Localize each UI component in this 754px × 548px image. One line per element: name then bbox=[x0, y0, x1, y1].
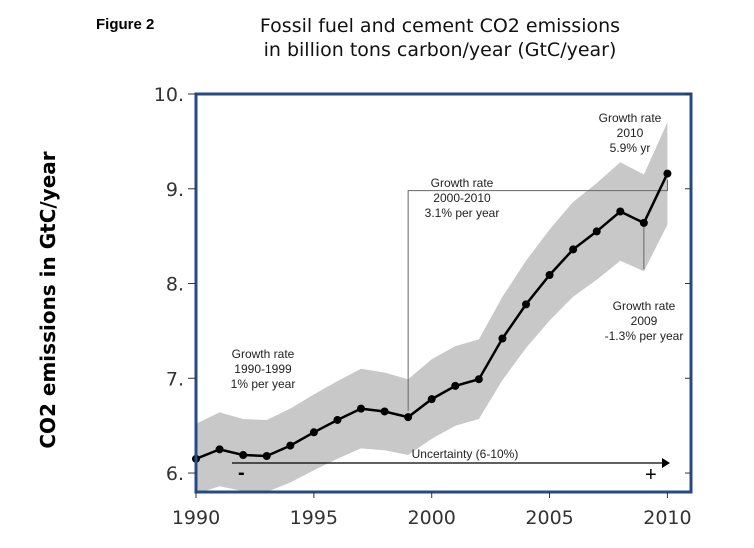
chart-title-line-2: in billion tons carbon/year (GtC/year) bbox=[263, 39, 617, 61]
x-tick-label-2010: 2010 bbox=[643, 507, 691, 529]
data-point-1992 bbox=[239, 451, 248, 460]
data-point-1996 bbox=[333, 415, 342, 424]
uncertainty-band bbox=[196, 122, 668, 494]
uncertainty-plus-sign: + bbox=[645, 464, 657, 486]
chart-title-line-1: Fossil fuel and cement CO2 emissions bbox=[259, 15, 621, 37]
figure-label: Figure 2 bbox=[96, 16, 155, 33]
data-point-1997 bbox=[357, 404, 365, 413]
data-point-2003 bbox=[498, 334, 507, 343]
uncertainty-minus-sign: - bbox=[238, 462, 245, 484]
annotation-4-line-1: Growth rate bbox=[613, 299, 676, 313]
annotation-3-line-2: 2010 bbox=[617, 126, 644, 140]
annotation-3-line-1: Growth rate bbox=[599, 111, 662, 125]
x-tick-label-1990: 1990 bbox=[172, 507, 220, 529]
annotation-2-line-1: Growth rate bbox=[431, 176, 494, 190]
data-point-2005 bbox=[545, 270, 554, 279]
annotation-4-line-3: -1.3% per year bbox=[605, 329, 684, 343]
data-point-2001 bbox=[451, 381, 460, 390]
data-point-2009 bbox=[639, 218, 648, 227]
data-point-1999 bbox=[404, 413, 413, 422]
plot-frame bbox=[194, 92, 693, 494]
uncertainty-arrow-head bbox=[662, 458, 670, 468]
data-point-2000 bbox=[427, 395, 436, 404]
growth-2000-2010-bracket bbox=[407, 179, 668, 412]
y-tick-label-10: 10. bbox=[154, 84, 184, 106]
annotation-2-line-3: 3.1% per year bbox=[425, 206, 500, 220]
annotation-3-line-3: 5.9% yr bbox=[610, 141, 651, 155]
chart-title: Fossil fuel and cement CO2 emissions in … bbox=[180, 14, 700, 62]
y-tick-label-8: 8. bbox=[166, 274, 184, 296]
data-point-2004 bbox=[522, 300, 530, 309]
y-tick-label-7: 7. bbox=[166, 368, 184, 390]
data-point-2006 bbox=[569, 245, 578, 254]
data-point-2010 bbox=[663, 169, 672, 178]
annotation-1-line-3: 1% per year bbox=[231, 377, 296, 391]
annotation-1-line-2: 1990-1999 bbox=[234, 362, 292, 376]
data-point-1994 bbox=[286, 441, 295, 450]
data-point-1998 bbox=[380, 407, 389, 416]
data-point-1991 bbox=[215, 445, 224, 454]
y-tick-label-6: 6. bbox=[166, 463, 184, 485]
data-point-2008 bbox=[616, 207, 625, 216]
annotation-1-line-1: Growth rate bbox=[232, 347, 295, 361]
data-point-1993 bbox=[262, 451, 271, 460]
x-tick-label-2005: 2005 bbox=[525, 507, 573, 529]
data-point-2007 bbox=[592, 227, 601, 236]
x-tick-label-2000: 2000 bbox=[408, 507, 456, 529]
x-tick-label-1995: 1995 bbox=[290, 507, 338, 529]
y-tick-label-9: 9. bbox=[166, 179, 184, 201]
data-point-1995 bbox=[309, 428, 318, 437]
annotation-2-line-2: 2000-2010 bbox=[433, 191, 491, 205]
uncertainty-label: Uncertainty (6-10%) bbox=[412, 447, 519, 461]
data-point-2002 bbox=[474, 375, 483, 384]
annotation-4-line-2: 2009 bbox=[631, 314, 658, 328]
